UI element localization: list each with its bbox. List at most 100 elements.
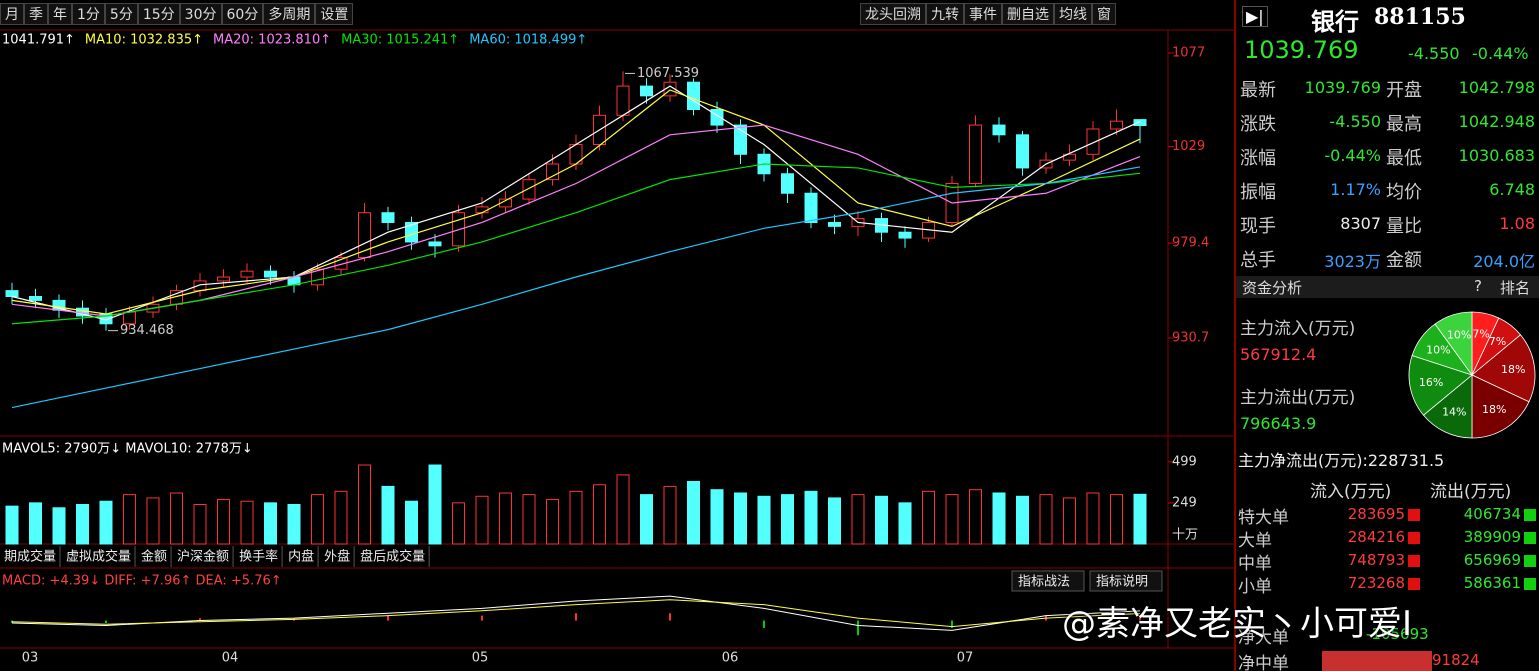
volume-bar bbox=[710, 489, 724, 545]
net-outflow: 主力净流出(万元):228731.5 bbox=[1238, 451, 1445, 470]
inflow-value: 567912.4 bbox=[1240, 345, 1317, 364]
candle-body bbox=[475, 206, 489, 214]
pie-label: 14% bbox=[1442, 406, 1466, 419]
period-button[interactable]: 1分 bbox=[72, 3, 105, 25]
tool-button[interactable]: 事件 bbox=[964, 3, 1002, 25]
period-button[interactable]: 月 bbox=[0, 3, 24, 25]
tool-button[interactable]: 窗 bbox=[1092, 3, 1116, 25]
candle-body bbox=[1133, 119, 1147, 127]
pie-label: 7% bbox=[1472, 327, 1489, 340]
candle-body bbox=[217, 276, 230, 282]
change-pct: -0.44% bbox=[1472, 44, 1529, 63]
button-bg bbox=[1089, 570, 1163, 592]
net-bar bbox=[1322, 651, 1432, 671]
quote-label: 开盘 bbox=[1386, 80, 1422, 101]
stock-name: 银行 bbox=[1311, 8, 1359, 36]
extreme-label: 934.468 bbox=[120, 323, 174, 338]
flow-name: 小单 bbox=[1238, 577, 1272, 597]
y-tick-label: 499 bbox=[1172, 454, 1197, 469]
indicator-tab[interactable]: 金额 bbox=[141, 549, 167, 565]
flow-name: 大单 bbox=[1238, 531, 1272, 551]
indicator-tab[interactable]: 内盘 bbox=[288, 549, 314, 565]
macd-bar bbox=[387, 615, 389, 621]
quote-label: 涨跌 bbox=[1240, 114, 1276, 135]
pie-label: 10% bbox=[1426, 344, 1450, 357]
volume-bar bbox=[734, 492, 747, 545]
pie-slice bbox=[1471, 374, 1530, 439]
quote-value: -4.550 bbox=[1329, 112, 1381, 131]
quote-label: 均价 bbox=[1386, 182, 1422, 203]
indicator-button[interactable]: 指标战法 bbox=[1018, 575, 1070, 590]
period-button[interactable]: 设置 bbox=[315, 3, 354, 25]
indicator-button[interactable]: 指标说明 bbox=[1096, 575, 1148, 590]
volume-bar bbox=[546, 499, 559, 545]
volume-bar bbox=[593, 484, 606, 545]
volume-bar bbox=[381, 485, 395, 545]
indicator-tab[interactable]: 盘后成交量 bbox=[360, 549, 425, 565]
ma-legend: MA20: 1023.810↑ bbox=[213, 33, 331, 48]
ma-line bbox=[11, 163, 1141, 325]
indicator-tab[interactable]: 外盘 bbox=[324, 549, 350, 565]
period-button[interactable]: 60分 bbox=[221, 3, 264, 25]
outflow-label: 主力流出(万元) bbox=[1240, 388, 1356, 408]
macd-legend: MACD: +4.39↓ DIFF: +7.96↑ DEA: +5.76↑ bbox=[2, 574, 282, 589]
x-tick-label: 03 bbox=[22, 651, 39, 666]
y-tick-label: 930.7 bbox=[1172, 330, 1209, 345]
outflow-value: 796643.9 bbox=[1240, 414, 1317, 433]
indicator-tab[interactable]: 虚拟成交量 bbox=[66, 549, 131, 565]
rank-button: 排名 bbox=[1500, 279, 1531, 297]
candle-body bbox=[1016, 134, 1029, 169]
period-button[interactable]: 15分 bbox=[137, 3, 180, 25]
candle-body bbox=[240, 270, 254, 278]
extreme-label: 1067.539 bbox=[637, 66, 699, 81]
quote-label: 金额 bbox=[1386, 250, 1422, 271]
quote-value: -0.44% bbox=[1324, 146, 1381, 165]
inflow-box bbox=[1408, 578, 1420, 590]
volume-bar bbox=[522, 494, 536, 545]
tool-button[interactable]: 删自选 bbox=[1002, 3, 1054, 25]
period-button[interactable]: 多周期 bbox=[263, 3, 316, 25]
period-button[interactable]: 年 bbox=[48, 3, 72, 25]
ma-legend: 1041.791↑ bbox=[2, 33, 75, 48]
candle-body bbox=[828, 221, 841, 227]
volume-bar bbox=[922, 490, 935, 545]
volume-bar bbox=[992, 492, 1006, 545]
outflow-box bbox=[1524, 509, 1536, 521]
volume-bar bbox=[146, 497, 160, 545]
period-button[interactable]: 30分 bbox=[179, 3, 222, 25]
volume-bar bbox=[851, 494, 865, 545]
price: 1039.769 bbox=[1244, 36, 1359, 64]
inflow-label: 主力流入(万元) bbox=[1240, 319, 1356, 339]
inflow-box bbox=[1408, 509, 1420, 521]
volume-bar bbox=[875, 495, 888, 545]
indicator-tab[interactable]: 沪深金额 bbox=[177, 549, 229, 565]
tool-button[interactable]: 均线 bbox=[1054, 3, 1092, 25]
volume-bar bbox=[334, 490, 348, 545]
pie-slice bbox=[1471, 334, 1536, 403]
macd-bar bbox=[481, 615, 483, 621]
tool-button[interactable]: 九转 bbox=[926, 3, 964, 25]
button-bg bbox=[1011, 570, 1085, 592]
pie-label: 16% bbox=[1419, 376, 1443, 389]
period-button[interactable]: 季 bbox=[24, 3, 48, 25]
volume-bar bbox=[405, 500, 418, 545]
macd-bar bbox=[575, 613, 577, 621]
outflow-box bbox=[1524, 555, 1536, 567]
indicator-tab[interactable]: 换手率 bbox=[239, 549, 278, 565]
inflow-box bbox=[1408, 555, 1420, 567]
macd-line bbox=[11, 599, 1141, 628]
panel-icon[interactable]: ▶| bbox=[1242, 6, 1268, 27]
stock-code: 881155 bbox=[1374, 4, 1466, 30]
volume-bar bbox=[1016, 495, 1029, 545]
tool-button[interactable]: 龙头回溯 bbox=[860, 3, 926, 25]
candle-body bbox=[264, 270, 277, 278]
pie-slice bbox=[1422, 374, 1473, 439]
indicator-tab[interactable]: 期成交量 bbox=[4, 549, 56, 565]
inflow-cell: 723268 bbox=[1347, 574, 1405, 592]
period-button[interactable]: 5分 bbox=[104, 3, 138, 25]
inflow-cell: 748793 bbox=[1347, 551, 1405, 569]
volume-bar bbox=[358, 464, 371, 545]
volume-bar bbox=[616, 474, 630, 545]
outflow-box bbox=[1524, 532, 1536, 544]
volume-bar bbox=[1039, 494, 1053, 545]
